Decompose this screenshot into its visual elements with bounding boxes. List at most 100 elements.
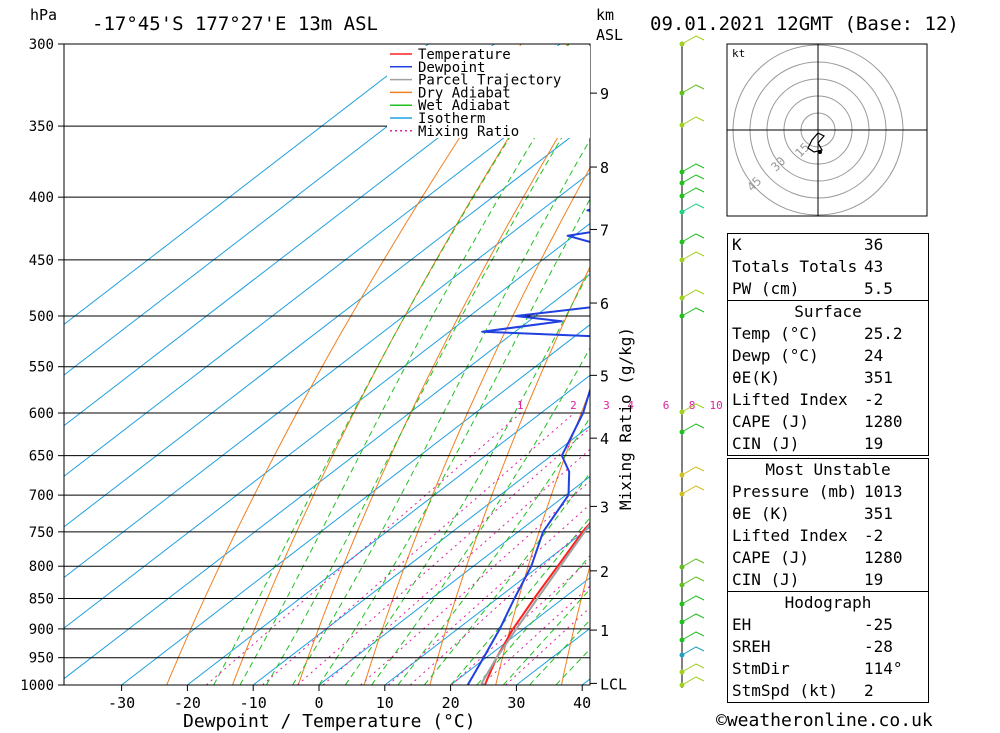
wet-adiabat-line [318,198,590,685]
pressure-tick-label: 900 [29,622,54,638]
pressure-tick-label: 1000 [20,678,54,694]
asl-label: ASL [596,26,623,44]
index-value: 351 [864,504,893,523]
isotherm-line [64,172,590,579]
index-label: StmDir [732,659,790,678]
index-value: 1280 [864,548,903,567]
hodograph-trace [807,132,825,153]
index-label: Temp (°C) [732,324,819,343]
pressure-tick-label: 700 [29,488,54,504]
series-temperature [483,521,590,685]
wind-barb [681,676,705,686]
wind-barb [681,116,705,126]
unstable-indices-table: Most Unstable Pressure (mb) 1013 θE (K) 351… [727,458,929,703]
isotherm-line [64,70,590,477]
pressure-tick-label: 550 [29,360,54,376]
index-value: -28 [864,637,893,656]
km-tick-label: 4 [600,430,609,448]
copyright-link[interactable]: ©weatheronline.co.uk [716,710,933,731]
hodograph-header: Hodograph [728,591,928,614]
series-dewpoint [466,208,590,685]
wind-barb [681,187,705,197]
index-value: 19 [864,570,884,589]
km-label: km [596,6,614,24]
index-row: PW (cm) 5.5 [728,278,928,300]
series-parcel-trajectory [480,522,590,685]
isotherm-line [64,44,561,427]
index-value: 2 [864,681,874,700]
km-tick-label: 2 [600,563,609,581]
wind-barb [681,84,705,94]
km-tick-label: 1 [600,622,609,640]
index-row: StmDir 114° [728,658,928,680]
surface-header: Surface [728,300,928,323]
wind-barb [681,233,705,243]
wind-barb [681,203,705,213]
isotherm-line [121,324,590,685]
wind-barb [681,35,705,45]
legend-box [387,46,590,138]
index-value: 114° [864,659,903,678]
mixing-ratio-line [297,427,590,685]
pressure-tick-label: 750 [29,525,54,541]
index-row: CAPE (J) 1280 [728,411,928,433]
index-row: K 36 [728,234,928,256]
mixing-ratio-label: 4 [627,399,634,412]
wind-barb [681,485,705,495]
legend-label: Isotherm [418,111,485,127]
index-row: SREH -28 [728,636,928,658]
km-tick-label: LCL [600,675,627,693]
pressure-tick-label: 650 [29,449,54,465]
wet-adiabat-line [292,138,590,685]
index-row: Lifted Index -2 [728,525,928,547]
wind-barb [681,663,705,673]
sounding-series [466,208,590,685]
legend-label: Parcel Trajectory [418,73,561,89]
pressure-tick-label: 350 [29,119,54,135]
pressure-tick-label: 400 [29,190,54,206]
index-row: θE (K) 351 [728,503,928,525]
wind-barb-column [679,35,705,688]
wet-adiabat-line [344,269,590,685]
index-label: CAPE (J) [732,412,810,431]
mixing-ratio-label: 10 [710,399,723,412]
mixing-ratio-line [451,558,590,685]
pressure-tick-label: 850 [29,591,54,607]
legend-label: Wet Adiabat [418,98,511,114]
isotherm-line [64,273,590,680]
wind-barb [681,423,705,433]
index-value: -25 [864,615,893,634]
index-value: -2 [864,526,884,545]
x-tick-label: -20 [174,694,201,712]
index-row: θE(K) 351 [728,367,928,389]
pressure-tick-label: 600 [29,406,54,422]
hpa-label: hPa [30,6,57,24]
wind-barb [681,576,705,586]
index-value: 25.2 [864,324,903,343]
isotherm-line [64,44,495,376]
index-value: 43 [864,257,884,276]
index-label: StmSpd (kt) [732,681,838,700]
index-value: -2 [864,390,884,409]
axis-labels: 1234681015202530035040045050055060065070… [20,37,812,712]
index-label: Totals Totals [732,257,858,276]
plot-frame [63,43,591,686]
index-label: EH [732,615,752,634]
km-tick-label: 8 [600,159,609,177]
pressure-tick-label: 450 [29,253,54,269]
index-row: EH -25 [728,614,928,636]
wind-barb [681,558,705,568]
wind-barb [681,307,705,317]
datetime-title: 09.01.2021 12GMT (Base: 12) [650,13,959,35]
wind-barb [681,289,705,299]
index-label: θE(K) [732,368,781,387]
index-label: PW (cm) [732,279,800,298]
mixing-ratio-line [322,448,590,685]
wind-barb [681,646,705,656]
km-tick-label: 5 [600,367,609,385]
isotherm-line [64,121,590,528]
isotherm-line [64,222,590,629]
dry-adiabat-line [956,44,1000,685]
mixing-ratio-label: 8 [689,399,696,412]
